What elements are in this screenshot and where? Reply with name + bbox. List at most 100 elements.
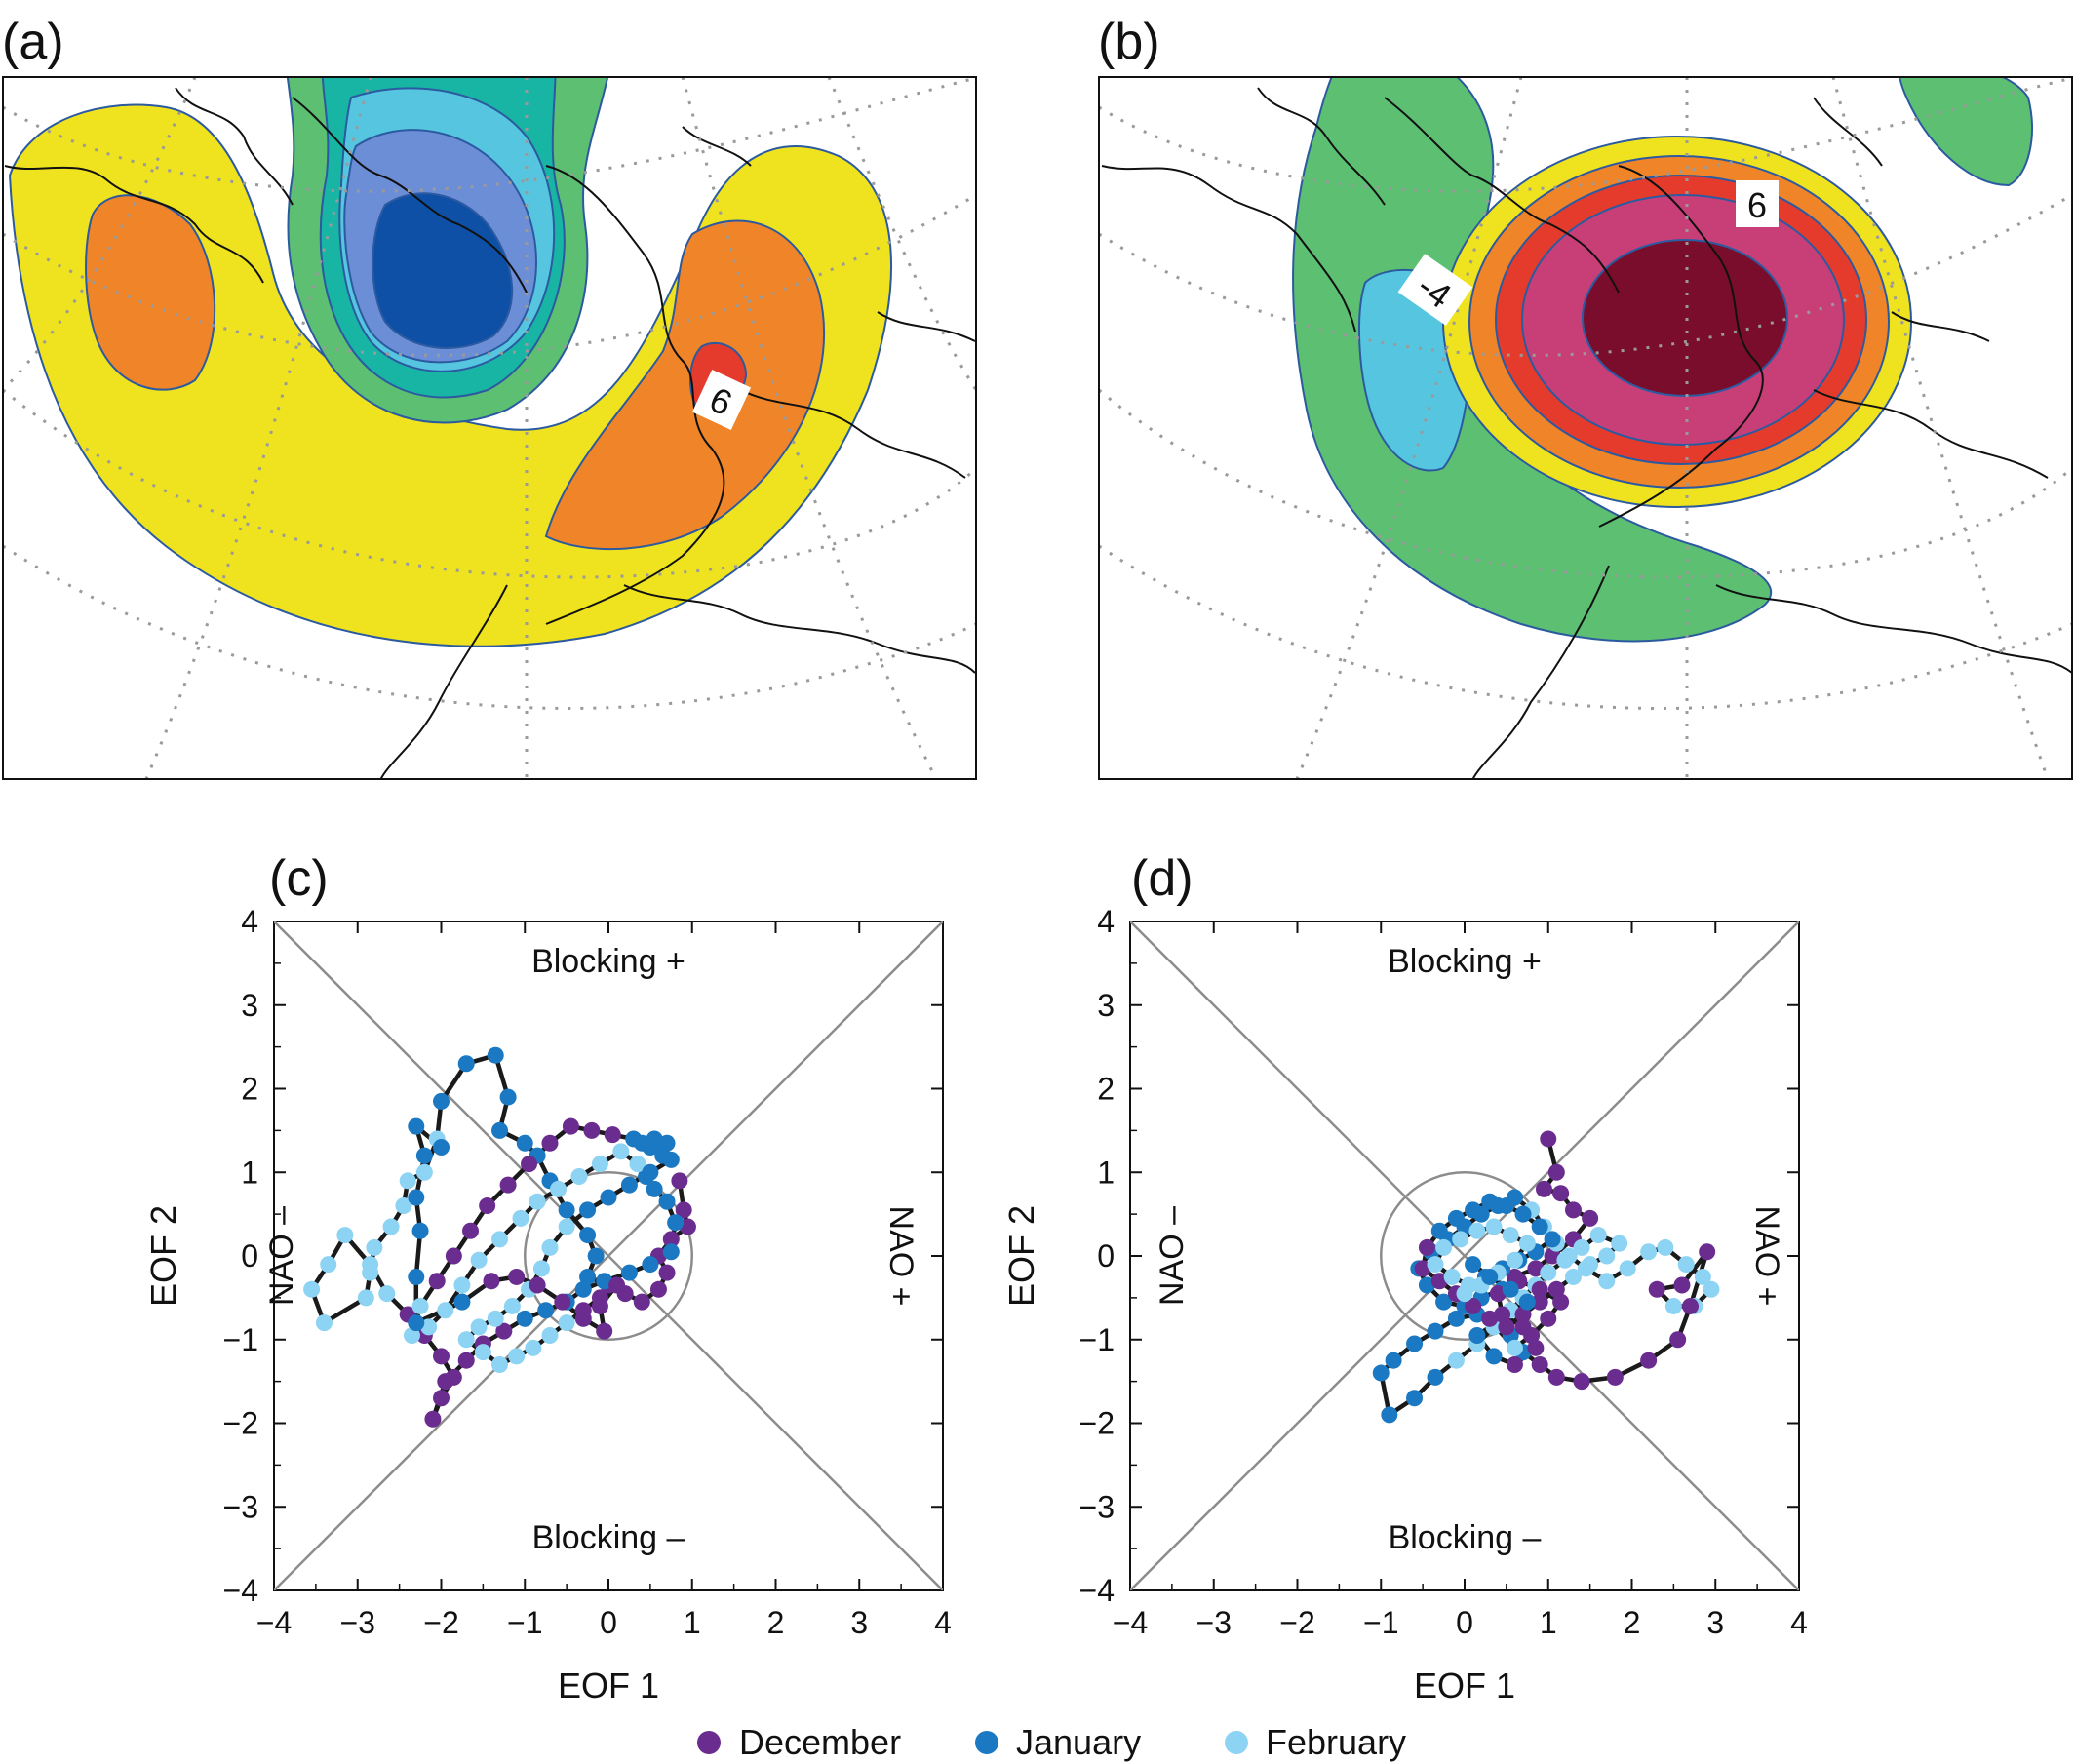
data-point-january (499, 1088, 517, 1106)
data-point-january (1372, 1364, 1390, 1382)
data-point-january (600, 1189, 617, 1206)
data-point-february (437, 1302, 454, 1319)
y-tick-label: 3 (241, 988, 258, 1023)
data-point-february (1427, 1256, 1444, 1274)
data-point-january (574, 1280, 592, 1298)
contour-green-b-ne (1899, 77, 2033, 187)
data-point-january (411, 1222, 429, 1239)
y-tick-label: 0 (241, 1238, 258, 1274)
data-point-december (671, 1172, 688, 1190)
y-tick-label: 3 (1097, 988, 1115, 1023)
data-point-february (558, 1218, 575, 1235)
data-point-january (662, 1243, 680, 1261)
data-point-february (457, 1331, 475, 1349)
data-point-december (1540, 1130, 1557, 1148)
points-d (1372, 1130, 1720, 1424)
data-point-february (1657, 1238, 1674, 1256)
data-point-december (596, 1322, 613, 1340)
data-point-january (1502, 1280, 1519, 1298)
data-point-february (382, 1218, 400, 1235)
data-point-february (1506, 1339, 1523, 1356)
contour-label-b-6: 6 (1736, 180, 1779, 227)
y-tick-label: 4 (241, 904, 258, 939)
data-point-december (1648, 1280, 1665, 1298)
y-tick-label: −2 (1079, 1406, 1115, 1441)
data-point-january (487, 1046, 504, 1064)
diagonal-line (1130, 921, 1799, 1590)
data-point-december (1547, 1163, 1565, 1181)
coastlines-a (4, 87, 976, 779)
data-point-january (633, 1134, 650, 1152)
data-point-december (1414, 1260, 1431, 1277)
x-axis-label-d: EOF 1 (1414, 1666, 1515, 1705)
data-point-february (1598, 1247, 1616, 1265)
data-point-february (320, 1256, 337, 1274)
panel-a-label: (a) (2, 14, 64, 70)
data-point-december (1531, 1355, 1548, 1373)
data-point-december (591, 1297, 608, 1314)
data-point-february (1640, 1243, 1658, 1261)
quadrant-label-top-d: Blocking + (1388, 943, 1542, 980)
data-point-february (1582, 1256, 1599, 1274)
data-point-february (1468, 1222, 1486, 1239)
points-c (303, 1046, 696, 1428)
x-tick-label: −1 (507, 1605, 542, 1640)
unit-circle (524, 1171, 693, 1341)
x-tick-label: 4 (934, 1605, 952, 1640)
data-point-february (629, 1156, 646, 1173)
data-point-february (1485, 1218, 1503, 1235)
data-point-january (1518, 1293, 1536, 1311)
data-point-january (1427, 1368, 1444, 1386)
diagonal-line (274, 921, 943, 1590)
data-point-december (1506, 1355, 1523, 1373)
data-point-february (1677, 1256, 1695, 1274)
data-point-february (1502, 1227, 1519, 1244)
quadrant-label-right-d: NAO + (1748, 1206, 1785, 1307)
data-point-february (420, 1318, 438, 1336)
legend-item-february: February (1225, 1722, 1406, 1762)
data-point-january (1481, 1268, 1499, 1285)
panel-b-frame (1098, 76, 2073, 780)
axes-c: −4 −3 −2 −1 0 1 2 3 4 4 3 2 1 0 −1 −2 −3 −4 (223, 904, 952, 1640)
y-tick-label: 2 (241, 1072, 258, 1107)
legend-label-february: February (1266, 1722, 1406, 1762)
x-tick-label: 2 (1624, 1605, 1641, 1640)
data-point-january (1485, 1348, 1503, 1365)
panel-b-label: (b) (1098, 14, 1160, 70)
data-point-december (1669, 1331, 1687, 1349)
data-point-february (336, 1227, 354, 1244)
data-point-february (1598, 1273, 1616, 1290)
data-point-december (1682, 1297, 1700, 1314)
quadrant-label-left-c: NAO – (263, 1206, 300, 1306)
legend-marker-december (697, 1731, 721, 1754)
data-point-february (366, 1238, 383, 1256)
guides-d (1130, 921, 1799, 1590)
contour-label-a: 6 (691, 369, 752, 431)
data-point-february (453, 1276, 471, 1294)
data-point-february (525, 1339, 542, 1356)
data-point-january (642, 1163, 659, 1181)
data-point-january (516, 1310, 533, 1327)
data-point-december (1527, 1260, 1545, 1277)
data-point-february (508, 1348, 526, 1365)
data-point-february (1435, 1238, 1453, 1256)
data-point-january (1447, 1209, 1465, 1227)
data-point-january (516, 1134, 533, 1152)
contour-darkblue-a (372, 192, 513, 349)
y-tick-label: −3 (223, 1489, 258, 1524)
legend-label-december: December (739, 1722, 901, 1762)
data-point-february (1564, 1268, 1582, 1285)
panel-a-map: 6 (2, 76, 977, 780)
grid-a (3, 77, 976, 779)
data-point-february (1506, 1251, 1523, 1269)
panel-b-map: 6 -4 (1098, 76, 2073, 780)
data-point-january (453, 1293, 471, 1311)
data-point-december (1552, 1185, 1570, 1202)
x-tick-label: −3 (1196, 1605, 1232, 1640)
data-point-january (1406, 1390, 1424, 1407)
y-axis-label-d: EOF 2 (1001, 1205, 1041, 1307)
y-tick-label: 1 (241, 1155, 258, 1190)
y-tick-label: −2 (223, 1406, 258, 1441)
legend-marker-february (1225, 1731, 1248, 1754)
